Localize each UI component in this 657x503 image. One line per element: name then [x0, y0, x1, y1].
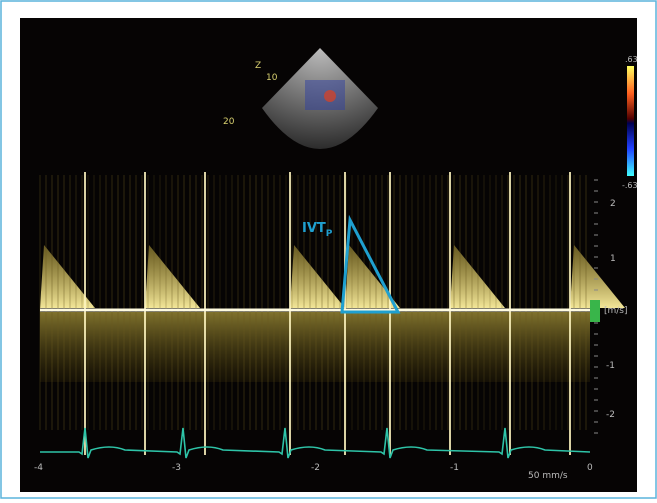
time-tick: 0: [587, 463, 593, 473]
depth-mark: Z: [255, 61, 261, 71]
depth-mark: 20: [223, 117, 235, 127]
ivt-subscript: P: [326, 229, 333, 239]
baseline-marker: [590, 300, 600, 322]
sweep-speed: 50 mm/s: [528, 471, 568, 481]
velocity-unit: [m/s]: [604, 306, 628, 316]
time-tick: -3: [172, 463, 181, 473]
color-bar: [627, 66, 634, 176]
time-tick: -4: [34, 463, 43, 473]
velocity-tick: -1: [606, 361, 615, 371]
time-tick: -2: [311, 463, 320, 473]
ivt-text: IVT: [302, 221, 326, 236]
velocity-tick: 1: [610, 254, 616, 264]
velocity-tick: -2: [606, 410, 615, 420]
time-tick: -1: [450, 463, 459, 473]
color-min: -.63: [622, 181, 638, 190]
velocity-tick: 2: [610, 199, 616, 209]
color-flow: [324, 90, 336, 102]
echo-screenshot: IVTP [m/s] 2 1 -1 -2 -4 -3 -2 -1 0 50 mm…: [0, 0, 657, 499]
depth-mark: 10: [266, 73, 278, 83]
color-max: .63: [625, 55, 638, 64]
